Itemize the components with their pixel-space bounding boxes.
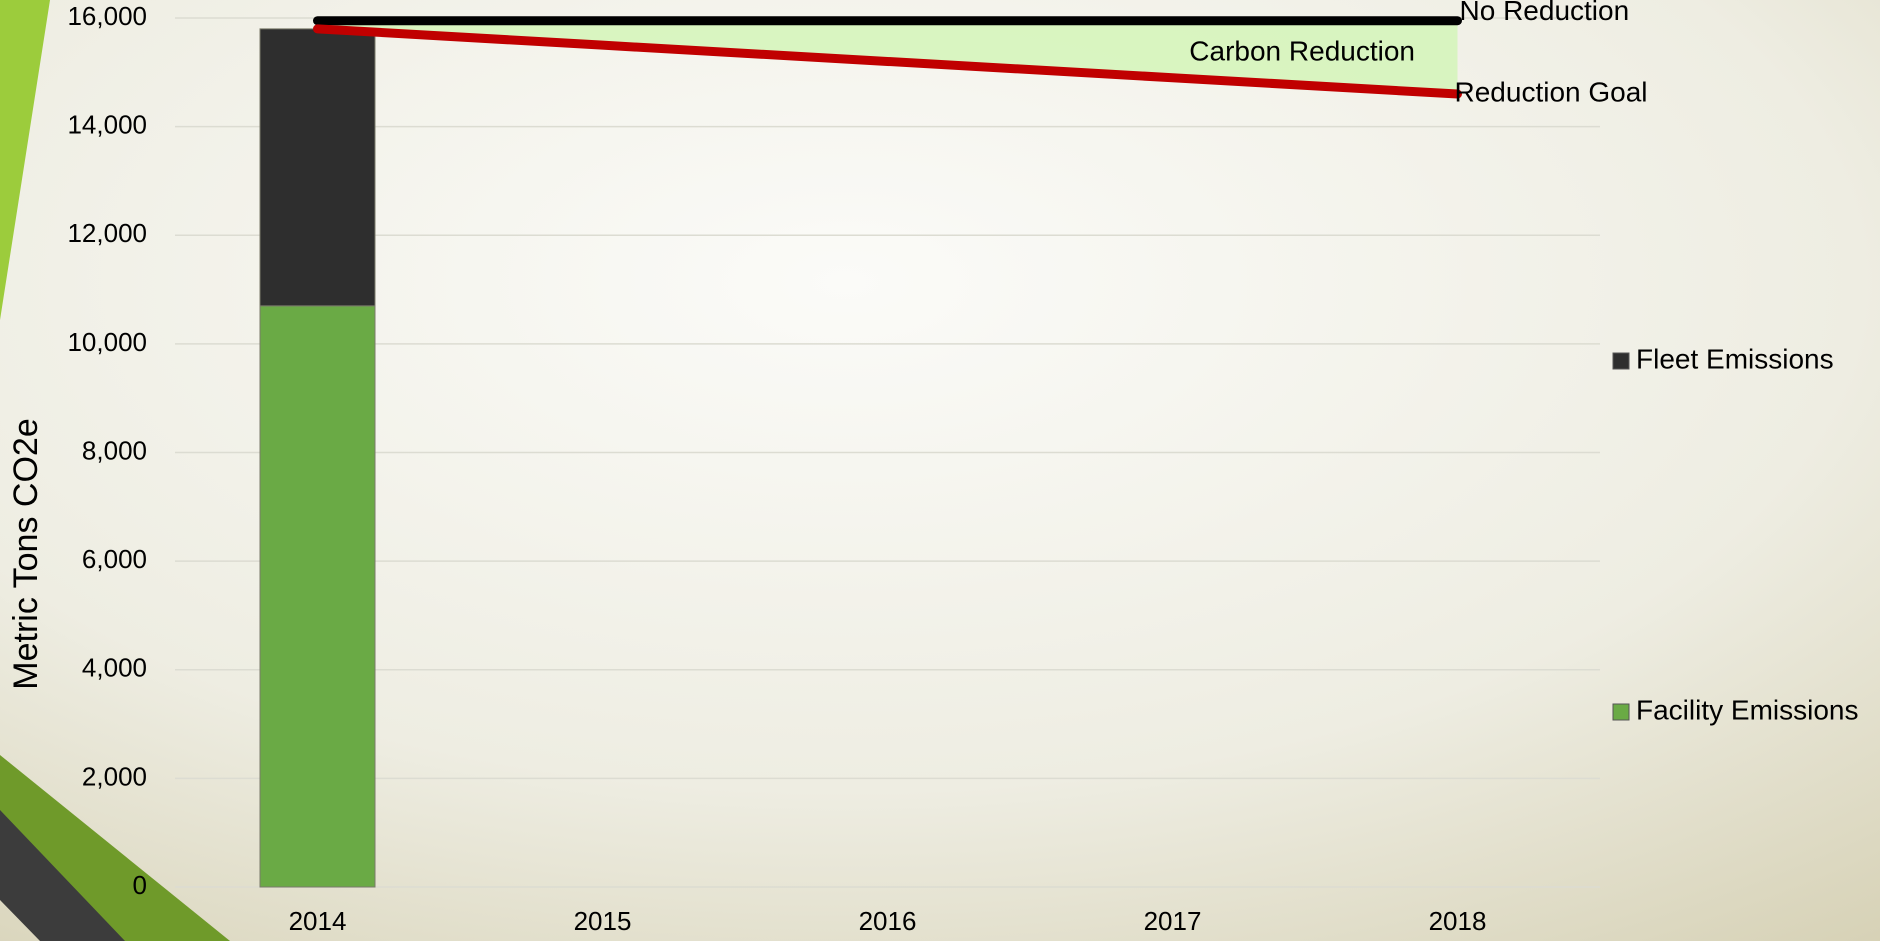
y-tick-label: 2,000	[82, 761, 147, 791]
bar-segment	[259, 305, 376, 888]
y-tick-label: 6,000	[82, 544, 147, 574]
legend-swatch	[1612, 703, 1630, 721]
decoration	[0, 755, 230, 941]
annotation: Carbon Reduction	[1189, 35, 1415, 66]
bar-segment	[259, 28, 376, 307]
y-tick-label: 8,000	[82, 435, 147, 465]
y-axis-title: Metric Tons CO2e	[7, 418, 45, 689]
y-tick-label: 12,000	[67, 218, 147, 248]
y-tick-label: 0	[133, 870, 147, 900]
x-tick-label: 2017	[1144, 906, 1202, 936]
x-tick-label: 2016	[859, 906, 917, 936]
y-tick-label: 10,000	[67, 327, 147, 357]
y-tick-label: 16,000	[67, 1, 147, 31]
line	[313, 24, 1462, 99]
x-tick-label: 2018	[1429, 906, 1487, 936]
legend-label: Facility Emissions	[1636, 694, 1858, 725]
x-tick-label: 2015	[574, 906, 632, 936]
line-label: No Reduction	[1460, 0, 1630, 26]
decoration	[0, 0, 50, 320]
legend-swatch	[1612, 352, 1630, 370]
legend-label: Fleet Emissions	[1636, 343, 1834, 374]
y-tick-label: 4,000	[82, 653, 147, 683]
x-tick-label: 2014	[289, 906, 347, 936]
line-label: Reduction Goal	[1455, 76, 1648, 107]
y-tick-label: 14,000	[67, 110, 147, 140]
decoration	[0, 810, 125, 941]
